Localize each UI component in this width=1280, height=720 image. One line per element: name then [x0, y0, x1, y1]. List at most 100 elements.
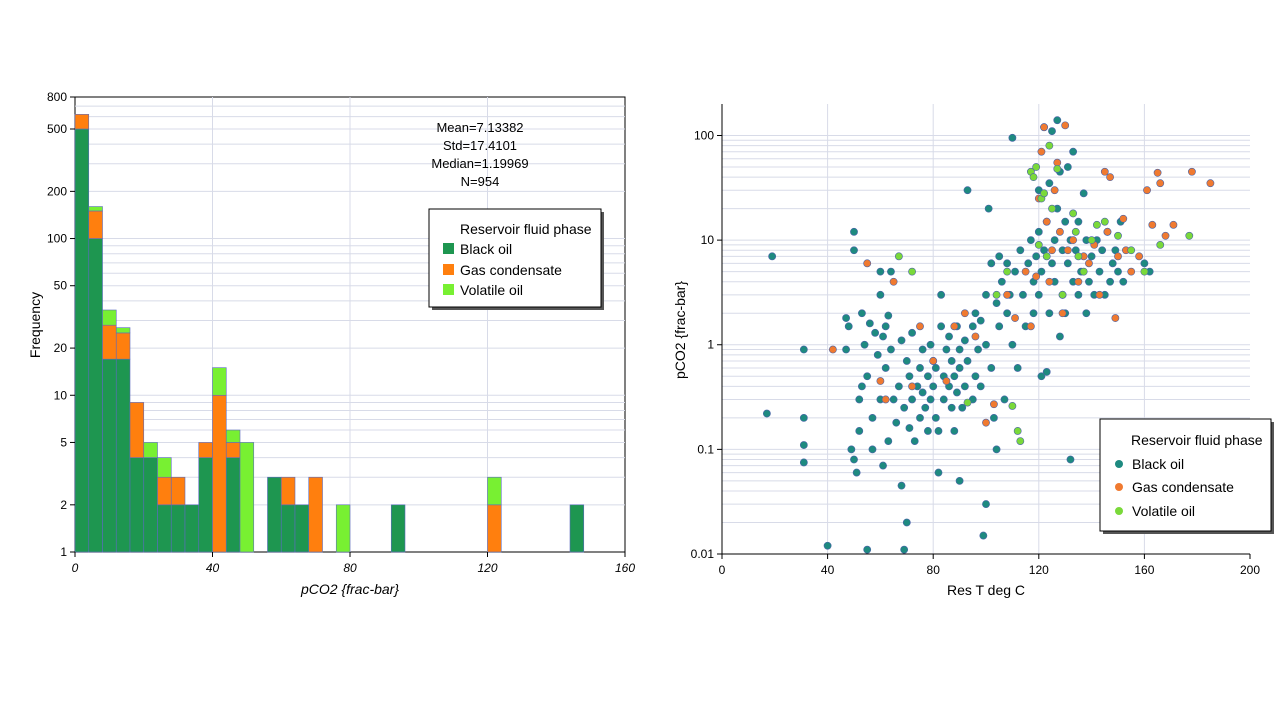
scatter-point-volatile-oil — [963, 398, 972, 407]
scatter-point-gas-condensate — [1127, 267, 1136, 276]
hist-bar-volatile-oil — [225, 429, 241, 443]
scatter-point-gas-condensate — [1026, 322, 1035, 331]
scatter-point-black-oil — [982, 500, 990, 508]
scatter-legend-label-black-oil: Black oil — [1132, 456, 1184, 472]
hist-bar-black-oil — [280, 504, 296, 553]
scatter-point-gas-condensate — [929, 357, 938, 365]
scatter-point-gas-condensate — [881, 395, 890, 404]
scatter-point-black-oil — [950, 372, 959, 381]
hist-bar-volatile-oil — [487, 476, 502, 506]
scatter-y-tick-label: 10 — [701, 233, 715, 247]
scatter-point-black-oil — [934, 468, 943, 477]
scatter-point-black-oil — [908, 328, 916, 337]
scatter-y-ticks: 0.01 0.1 1 10 100 — [691, 128, 722, 561]
scatter-point-black-oil — [916, 364, 924, 372]
scatter-y-tick-label: 100 — [694, 128, 714, 142]
scatter-point-black-oil — [858, 382, 866, 391]
scatter-point-volatile-oil — [1058, 290, 1067, 299]
scatter-point-volatile-oil — [1045, 141, 1054, 150]
stat-n: N=954 — [461, 174, 500, 189]
scatter-point-volatile-oil — [1156, 241, 1165, 249]
scatter-point-black-oil — [992, 299, 1001, 308]
scatter-point-black-oil — [953, 388, 961, 397]
hist-y-tick-label: 5 — [60, 435, 67, 449]
scatter-point-gas-condensate — [863, 259, 872, 268]
scatter-point-black-oil — [897, 336, 906, 345]
hist-bar-gas-condensate — [74, 114, 90, 130]
scatter-legend-label-volatile-oil: Volatile oil — [1132, 503, 1195, 519]
scatter-point-black-oil — [918, 345, 927, 354]
scatter-point-volatile-oil — [1127, 246, 1136, 255]
hist-bar-volatile-oil — [239, 442, 255, 553]
scatter-point-black-oil — [858, 309, 866, 318]
hist-x-tick-label: 40 — [206, 561, 220, 575]
scatter-x-tick-label: 120 — [1029, 563, 1049, 577]
scatter-point-volatile-oil — [1042, 252, 1051, 261]
scatter-point-gas-condensate — [1085, 259, 1093, 268]
scatter-point-black-oil — [900, 545, 909, 554]
scatter-point-black-oil — [863, 372, 872, 381]
scatter-point-black-oil — [879, 332, 887, 341]
scatter-point-black-oil — [924, 372, 932, 381]
histogram-legend-swatch-volatile-oil — [443, 284, 454, 295]
scatter-point-black-oil — [939, 395, 948, 404]
scatter-point-volatile-oil — [1092, 220, 1101, 229]
scatter-point-gas-condensate — [1135, 252, 1144, 261]
scatter-point-black-oil — [1106, 277, 1114, 286]
scatter-y-axis-title: pCO2 {frac-bar} — [672, 281, 688, 379]
scatter-point-black-oil — [860, 340, 869, 349]
hist-bar-gas-condensate — [170, 476, 186, 506]
scatter-point-black-oil — [762, 409, 771, 418]
hist-bar-black-oil — [74, 128, 90, 553]
scatter-point-gas-condensate — [1100, 167, 1109, 176]
scatter-point-gas-condensate — [1206, 179, 1215, 188]
scatter-point-black-oil — [931, 413, 940, 422]
scatter-point-gas-condensate — [1148, 220, 1157, 229]
scatter-point-gas-condensate — [1169, 220, 1178, 229]
scatter-point-black-oil — [1074, 217, 1083, 226]
scatter-point-volatile-oil — [1079, 267, 1088, 276]
scatter-point-volatile-oil — [1100, 217, 1109, 226]
hist-bar-gas-condensate — [102, 324, 117, 360]
hist-bar-volatile-oil — [212, 367, 227, 396]
hist-bar-volatile-oil — [102, 309, 117, 326]
hist-x-tick-label: 160 — [615, 561, 635, 575]
histogram-x-ticks: 0 40 80 120 160 — [72, 552, 635, 575]
scatter-point-black-oil — [960, 382, 969, 391]
scatter-point-volatile-oil — [1114, 231, 1122, 240]
scatter-point-volatile-oil — [1185, 231, 1194, 240]
scatter-point-black-oil — [916, 413, 924, 422]
hist-y-tick-label: 20 — [54, 341, 68, 355]
scatter-point-gas-condensate — [889, 277, 898, 286]
scatter-point-gas-condensate — [960, 309, 969, 318]
histogram-gridlines — [75, 97, 625, 552]
scatter-point-black-oil — [1079, 189, 1088, 198]
scatter-chart: 0 40 80 120 160 200 0.01 0.1 1 10 100 Res T deg C… — [672, 104, 1274, 598]
scatter-point-black-oil — [929, 382, 938, 391]
hist-y-tick-label: 10 — [54, 388, 68, 402]
scatter-point-gas-condensate — [1156, 179, 1165, 188]
scatter-point-black-oil — [900, 403, 909, 412]
scatter-point-gas-condensate — [1045, 277, 1054, 286]
histogram-legend-label-black-oil: Black oil — [460, 241, 512, 257]
scatter-point-black-oil — [847, 445, 856, 454]
scatter-point-black-oil — [1048, 259, 1056, 268]
hist-bar-gas-condensate — [129, 402, 145, 458]
scatter-point-black-oil — [995, 322, 1004, 331]
scatter-point-black-oil — [926, 395, 935, 404]
scatter-point-black-oil — [905, 424, 914, 432]
scatter-point-black-oil — [963, 186, 972, 195]
scatter-point-black-oil — [1037, 372, 1046, 381]
scatter-legend-box — [1099, 418, 1272, 532]
scatter-point-black-oil — [887, 267, 895, 276]
scatter-point-black-oil — [908, 395, 916, 404]
scatter-point-black-oil — [955, 476, 964, 485]
hist-bar-gas-condensate — [198, 442, 213, 458]
scatter-point-black-oil — [855, 427, 864, 435]
scatter-point-volatile-oil — [1074, 252, 1083, 261]
scatter-point-black-oil — [1119, 277, 1128, 286]
hist-bar-black-oil — [198, 457, 213, 553]
scatter-point-black-oil — [1008, 340, 1017, 349]
scatter-point-gas-condensate — [1069, 236, 1078, 245]
